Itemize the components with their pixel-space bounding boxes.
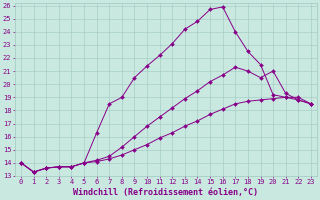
X-axis label: Windchill (Refroidissement éolien,°C): Windchill (Refroidissement éolien,°C) <box>74 188 259 197</box>
